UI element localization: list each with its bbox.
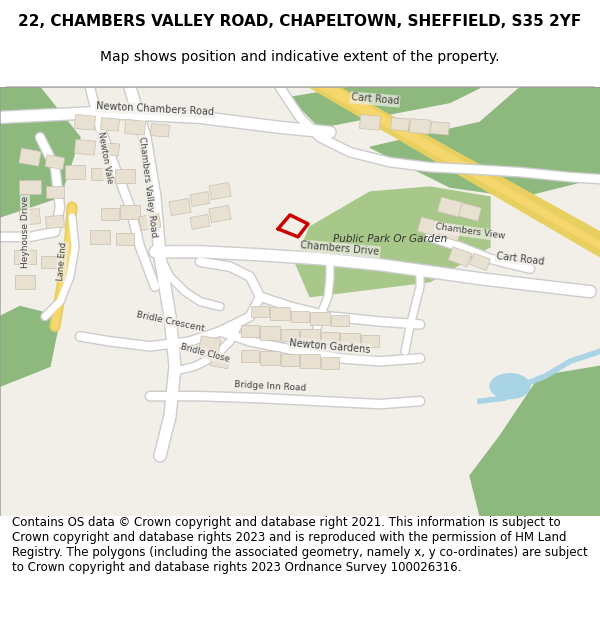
Text: Cart Road: Cart Road	[496, 251, 545, 267]
Bar	[116, 233, 134, 245]
Bar	[291, 311, 309, 322]
Bar	[469, 253, 491, 271]
Polygon shape	[370, 88, 600, 197]
Bar	[115, 169, 135, 183]
Ellipse shape	[490, 374, 530, 399]
Text: Bridge Inn Road: Bridge Inn Road	[234, 380, 306, 392]
Bar	[91, 168, 109, 180]
Polygon shape	[0, 88, 30, 138]
Bar	[46, 186, 64, 198]
Bar	[251, 306, 269, 318]
Bar	[209, 182, 231, 199]
Bar	[458, 202, 481, 221]
Text: Contains OS data © Crown copyright and database right 2021. This information is : Contains OS data © Crown copyright and d…	[12, 516, 588, 574]
Bar	[310, 311, 330, 326]
Bar	[439, 222, 461, 241]
Text: Map shows position and indicative extent of the property.: Map shows position and indicative extent…	[100, 50, 500, 64]
Text: Newton Gardens: Newton Gardens	[289, 338, 371, 355]
Text: Newton Vale: Newton Vale	[96, 131, 114, 184]
Bar	[41, 256, 59, 268]
Bar	[241, 351, 259, 362]
Bar	[260, 326, 280, 341]
Bar	[199, 336, 221, 353]
Bar	[101, 118, 119, 131]
Polygon shape	[290, 88, 480, 128]
Bar	[101, 208, 119, 220]
Bar	[340, 333, 360, 348]
Bar	[448, 247, 472, 267]
Bar	[139, 213, 161, 231]
Bar	[74, 139, 95, 155]
Polygon shape	[295, 187, 490, 297]
Bar	[209, 206, 231, 222]
Bar	[260, 351, 280, 365]
Bar	[74, 114, 95, 130]
Bar	[45, 155, 65, 169]
Bar	[190, 192, 210, 206]
Bar	[124, 119, 146, 135]
Text: Bridle Crescent: Bridle Crescent	[135, 310, 205, 333]
Bar	[270, 306, 290, 321]
Bar	[361, 336, 379, 348]
Text: Public Park Or Garden: Public Park Or Garden	[333, 234, 447, 244]
Polygon shape	[310, 88, 600, 257]
Bar	[19, 180, 41, 194]
Polygon shape	[318, 88, 600, 249]
Polygon shape	[0, 88, 80, 217]
Bar	[409, 119, 431, 134]
Bar	[210, 354, 230, 369]
Polygon shape	[470, 366, 600, 516]
Bar	[300, 354, 320, 368]
Polygon shape	[0, 306, 60, 386]
Bar	[281, 329, 299, 341]
Bar	[65, 165, 85, 179]
Bar	[241, 326, 259, 338]
Text: Heyhouse Drive: Heyhouse Drive	[20, 196, 29, 268]
Bar	[359, 114, 380, 130]
Bar	[90, 230, 110, 244]
Text: 22, CHAMBERS VALLEY ROAD, CHAPELTOWN, SHEFFIELD, S35 2YF: 22, CHAMBERS VALLEY ROAD, CHAPELTOWN, SH…	[19, 14, 581, 29]
Bar	[15, 274, 35, 289]
Bar	[101, 142, 119, 156]
Bar	[19, 148, 41, 166]
Bar	[169, 198, 191, 216]
Bar	[418, 217, 443, 237]
Bar	[190, 214, 210, 229]
Text: Newton Chambers Road: Newton Chambers Road	[96, 101, 214, 118]
Bar	[151, 124, 169, 137]
Bar	[300, 329, 320, 343]
Bar	[120, 205, 140, 219]
Bar	[431, 122, 449, 135]
Bar	[14, 250, 36, 264]
Bar	[391, 118, 409, 131]
Text: Chambers Drive: Chambers Drive	[300, 241, 380, 258]
Text: Lane End: Lane End	[56, 242, 68, 281]
Bar	[331, 314, 349, 326]
Text: Chambers Valley Road: Chambers Valley Road	[137, 136, 158, 238]
Bar	[19, 209, 41, 225]
Bar	[321, 332, 339, 344]
Text: Chambers View: Chambers View	[434, 222, 505, 241]
Bar	[321, 357, 339, 369]
Text: Bridle Close: Bridle Close	[179, 342, 230, 364]
Text: Cart Road: Cart Road	[350, 92, 400, 106]
Bar	[46, 215, 64, 229]
Bar	[437, 197, 463, 217]
Bar	[281, 354, 299, 366]
